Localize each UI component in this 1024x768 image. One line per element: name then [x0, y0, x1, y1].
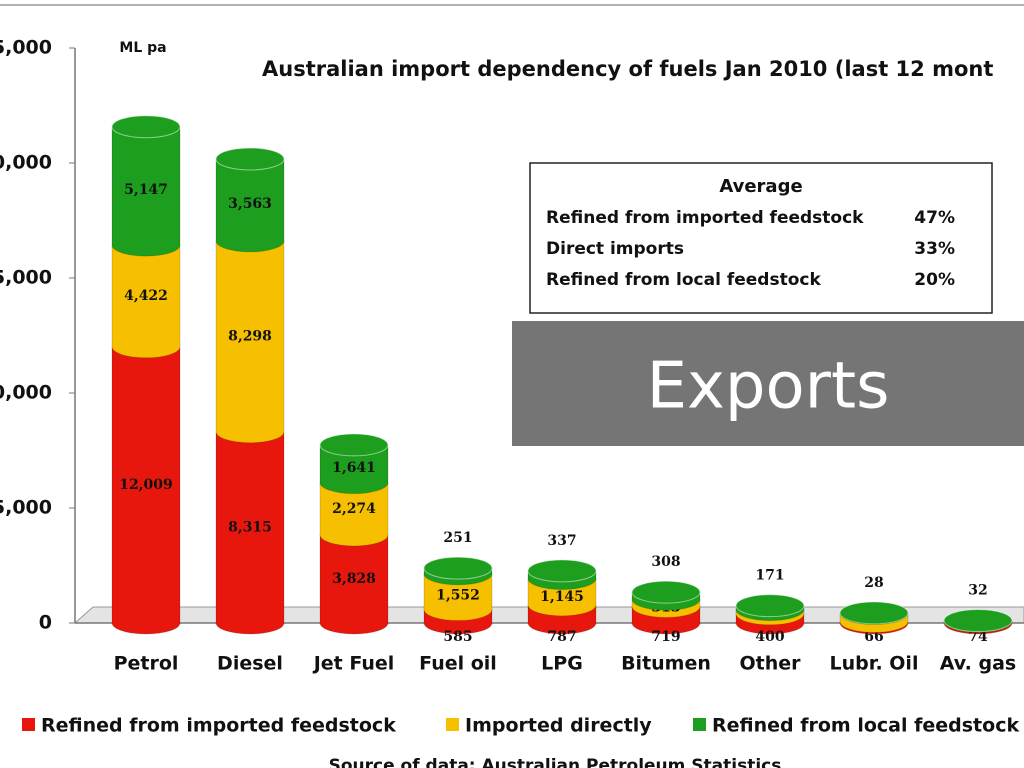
- value-label: 12,009: [119, 477, 173, 493]
- average-label: Refined from local feedstock: [546, 270, 821, 290]
- value-label: 8,315: [228, 519, 272, 535]
- value-label: 308: [651, 554, 680, 570]
- cylinder-segment: [111, 126, 181, 257]
- average-label: Direct imports: [546, 239, 684, 259]
- cylinder-top: [319, 433, 389, 457]
- x-tick-label: Fuel oil: [419, 653, 497, 675]
- legend-swatch: [22, 718, 35, 731]
- average-title: Average: [719, 176, 802, 197]
- average-value: 20%: [914, 270, 955, 290]
- legend-swatch: [446, 718, 459, 731]
- value-label: 337: [547, 533, 576, 549]
- x-tick-label: Other: [739, 653, 801, 675]
- value-label: 8,298: [228, 328, 272, 344]
- x-tick-label: Petrol: [114, 653, 179, 675]
- y-tick-label: 20,000: [0, 152, 52, 174]
- cylinder-top: [943, 609, 1013, 633]
- legend-label: Refined from local feedstock: [712, 715, 1019, 737]
- cylinder-segment: [319, 482, 389, 547]
- value-label: 171: [755, 568, 784, 584]
- x-tick-label: Jet Fuel: [312, 653, 395, 675]
- x-tick-label: LPG: [541, 653, 583, 675]
- cylinder-segment: [111, 346, 181, 635]
- cylinder-segment: [215, 240, 285, 444]
- x-tick-label: Bitumen: [621, 653, 711, 675]
- chart-title: Australian import dependency of fuels Ja…: [262, 57, 993, 81]
- average-value: 47%: [914, 208, 955, 228]
- value-label: 1,641: [332, 460, 376, 476]
- y-tick-label: 10,000: [0, 382, 52, 404]
- legend-label: Refined from imported feedstock: [41, 715, 396, 737]
- cylinder-top: [839, 601, 909, 625]
- value-label: 4,422: [124, 288, 168, 304]
- value-label: 74: [968, 629, 988, 645]
- cylinder-top: [735, 594, 805, 618]
- cylinder-segment: [215, 431, 285, 635]
- value-label: 3,828: [332, 571, 376, 587]
- cylinder-top: [215, 147, 285, 171]
- value-label: 719: [651, 629, 680, 645]
- overlay-text: Exports: [647, 350, 890, 424]
- y-tick-label: 15,000: [0, 267, 52, 289]
- value-label: 3,563: [228, 196, 272, 212]
- value-label: 5,147: [124, 182, 168, 198]
- y-tick-label: 5,000: [0, 497, 52, 519]
- x-tick-label: Diesel: [217, 653, 283, 675]
- value-label: 1,552: [436, 588, 480, 604]
- y-tick-label: 25,000: [0, 37, 52, 59]
- cylinder-top: [631, 580, 701, 604]
- average-box: [529, 162, 993, 314]
- average-label: Refined from imported feedstock: [546, 208, 864, 228]
- cylinder-segment: [319, 444, 389, 495]
- value-label: 28: [864, 575, 883, 591]
- legend-label: Imported directly: [465, 715, 652, 737]
- y-tick-label: 0: [39, 612, 52, 634]
- cylinder-segment: [423, 573, 493, 622]
- cylinder-top: [423, 556, 493, 580]
- x-tick-label: Lubr. Oil: [830, 653, 919, 675]
- cylinder-top: [111, 115, 181, 139]
- value-label: 66: [864, 629, 883, 645]
- cylinder-segment: [215, 158, 285, 253]
- value-label: 585: [443, 629, 472, 645]
- cylinder-segment: [319, 534, 389, 635]
- value-label: 32: [968, 583, 987, 599]
- cylinder-top: [527, 559, 597, 583]
- average-value: 33%: [914, 239, 955, 259]
- x-tick-label: Av. gas: [940, 653, 1016, 675]
- value-label: 400: [755, 629, 784, 645]
- legend-swatch: [693, 718, 706, 731]
- value-label: 1,145: [540, 589, 584, 605]
- value-label: 2,274: [332, 501, 376, 517]
- value-label: 787: [547, 629, 576, 645]
- unit-label: ML pa: [119, 40, 166, 56]
- cylinder-segment: [111, 244, 181, 359]
- overlay-banner: [512, 321, 1024, 446]
- value-label: 251: [443, 530, 472, 546]
- source-note: Source of data: Australian Petroleum Sta…: [329, 756, 782, 768]
